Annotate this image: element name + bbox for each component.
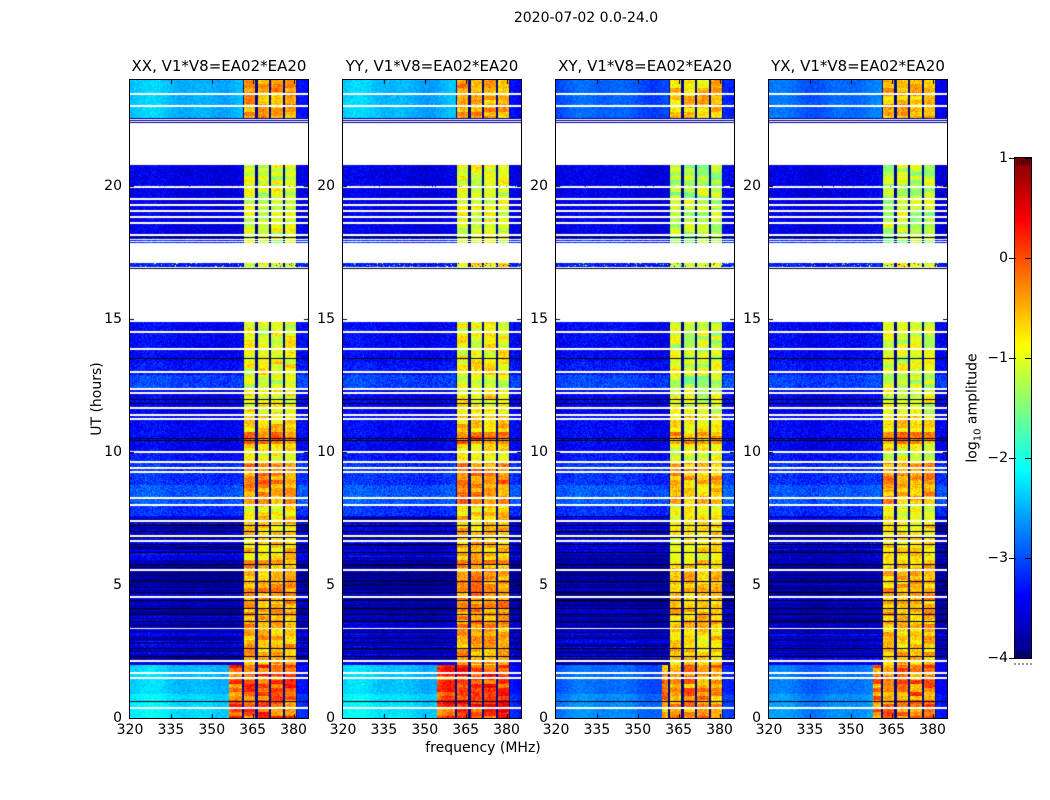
- x-tick-label: 350: [837, 722, 865, 738]
- panel-xx: [129, 79, 309, 719]
- x-tick-label: 335: [796, 722, 824, 738]
- colorbar-tick-label: −3: [987, 550, 1008, 566]
- x-tick-label: 350: [411, 722, 439, 738]
- colorbar-tick-mark: [1009, 658, 1016, 659]
- colorbar-tick-mark: [1009, 458, 1016, 459]
- x-tick-label: 365: [665, 722, 693, 738]
- x-axis-label: frequency (MHz): [425, 740, 541, 756]
- x-tick-label: 320: [116, 722, 144, 738]
- spectrogram-canvas-xx: [130, 80, 308, 718]
- colorbar-tick-mark: [1025, 158, 1031, 159]
- x-tick-label: 380: [919, 722, 946, 738]
- colorbar-tick-mark: [1009, 158, 1016, 159]
- y-tick-label: 10: [104, 444, 122, 461]
- spectrogram-canvas-yx: [769, 80, 947, 718]
- y-tick-label: 20: [530, 178, 548, 195]
- y-tick-label: 0: [326, 710, 335, 726]
- x-tick-label: 320: [542, 722, 570, 738]
- colorbar-tick-label: −1: [987, 350, 1008, 366]
- colorbar-tick-mark: [1009, 558, 1016, 559]
- y-tick-label: 15: [743, 311, 761, 328]
- colorbar-tick-mark: [1025, 458, 1031, 459]
- x-tick-label: 365: [878, 722, 906, 738]
- colorbar-label: log10 amplitude: [965, 353, 984, 462]
- y-tick-label: 0: [113, 710, 122, 726]
- y-tick-label: 15: [104, 311, 122, 328]
- y-tick-label: 5: [539, 577, 548, 594]
- colorbar-tick-mark: [1025, 658, 1031, 659]
- y-tick-label: 5: [326, 577, 335, 594]
- x-tick-label: 350: [624, 722, 652, 738]
- x-tick-label: 380: [706, 722, 733, 738]
- x-tick-label: 365: [452, 722, 480, 738]
- y-tick-label: 10: [743, 444, 761, 461]
- colorbar-tick-mark: [1009, 258, 1016, 259]
- colorbar-label-text: log: [964, 441, 981, 463]
- x-tick-label: 320: [755, 722, 783, 738]
- x-tick-label: 335: [583, 722, 611, 738]
- colorbar-tick-label: 0: [999, 250, 1008, 266]
- colorbar-tick-mark: [1025, 558, 1031, 559]
- colorbar-tick-label: −2: [987, 450, 1008, 466]
- y-tick-label: 0: [539, 710, 548, 726]
- figure-title: 2020-07-02 0.0-24.0: [513, 10, 659, 26]
- colorbar-tick-mark: [1009, 358, 1016, 359]
- y-tick-label: 15: [530, 311, 548, 328]
- y-tick-label: 10: [530, 444, 548, 461]
- colorbar-tick-mark: [1025, 358, 1031, 359]
- y-tick-label: 20: [104, 178, 122, 195]
- panel-xy: [555, 79, 735, 719]
- spectrogram-canvas-xy: [556, 80, 734, 718]
- y-tick-label: 0: [752, 710, 761, 726]
- y-tick-label: 20: [743, 178, 761, 195]
- y-tick-label: 20: [317, 178, 335, 195]
- colorbar: [1014, 157, 1032, 659]
- spectrogram-canvas-yy: [343, 80, 521, 718]
- x-tick-label: 380: [493, 722, 520, 738]
- x-tick-label: 320: [329, 722, 357, 738]
- colorbar-label-suffix: amplitude: [964, 353, 981, 429]
- x-tick-label: 380: [280, 722, 307, 738]
- panel-title-yx: YX, V1*V8=EA02*EA20: [771, 57, 945, 75]
- colorbar-tick-label: −4: [987, 650, 1008, 666]
- x-tick-label: 335: [157, 722, 185, 738]
- y-tick-label: 5: [113, 577, 122, 594]
- panel-title-xx: XX, V1*V8=EA02*EA20: [131, 57, 307, 75]
- panel-title-yy: YY, V1*V8=EA02*EA20: [345, 57, 519, 75]
- colorbar-label-subscript: 10: [972, 428, 984, 442]
- y-tick-label: 10: [317, 444, 335, 461]
- panel-yy: [342, 79, 522, 719]
- panel-yx: [768, 79, 948, 719]
- y-tick-label: 5: [752, 577, 761, 594]
- colorbar-extend-dots: [1014, 663, 1032, 665]
- colorbar-canvas: [1015, 158, 1031, 658]
- x-tick-label: 335: [370, 722, 398, 738]
- x-tick-label: 350: [198, 722, 226, 738]
- colorbar-tick-label: 1: [999, 150, 1008, 166]
- y-axis-label: UT (hours): [89, 362, 105, 436]
- x-tick-label: 365: [239, 722, 267, 738]
- colorbar-tick-mark: [1025, 258, 1031, 259]
- y-tick-label: 15: [317, 311, 335, 328]
- panel-title-xy: XY, V1*V8=EA02*EA20: [558, 57, 732, 75]
